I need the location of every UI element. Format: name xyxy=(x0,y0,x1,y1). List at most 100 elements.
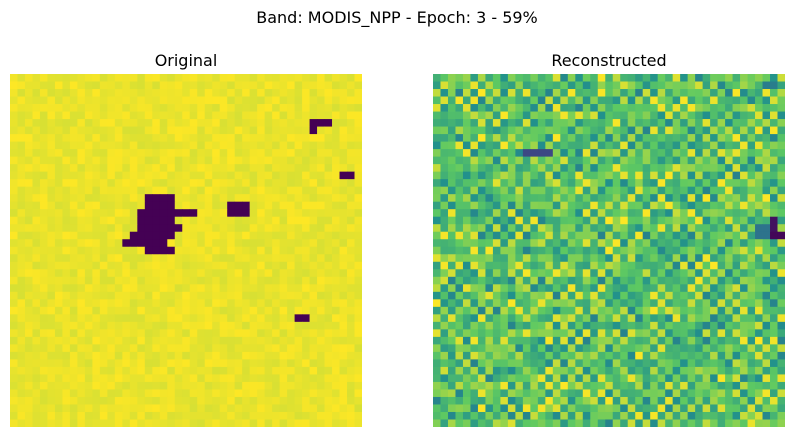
heatmap-cell xyxy=(197,269,206,278)
heatmap-cell xyxy=(17,336,26,345)
heatmap-cell xyxy=(560,396,569,405)
heatmap-cell xyxy=(227,149,236,158)
heatmap-cell xyxy=(500,396,509,405)
heatmap-cell xyxy=(680,149,689,158)
heatmap-cell xyxy=(279,366,288,375)
heatmap-cell xyxy=(455,381,464,390)
heatmap-cell xyxy=(777,149,785,158)
heatmap-cell xyxy=(294,171,303,180)
heatmap-cell xyxy=(507,396,516,405)
heatmap-cell xyxy=(264,276,273,285)
heatmap-cell xyxy=(732,81,741,90)
heatmap-cell xyxy=(627,284,636,293)
heatmap-cell xyxy=(227,104,236,112)
heatmap-cell xyxy=(597,201,606,210)
heatmap-cell xyxy=(264,231,273,240)
heatmap-cell xyxy=(455,119,464,127)
heatmap-cell xyxy=(204,396,213,405)
heatmap-cell xyxy=(39,111,48,120)
heatmap-cell xyxy=(747,306,756,315)
heatmap-cell xyxy=(672,359,681,368)
heatmap-cell xyxy=(32,164,41,173)
heatmap-cell xyxy=(294,419,303,427)
heatmap-cell xyxy=(702,344,711,353)
heatmap-cell xyxy=(485,224,494,233)
heatmap-cell xyxy=(279,104,288,112)
heatmap-cell xyxy=(234,164,243,173)
heatmap-cell xyxy=(84,171,93,180)
heatmap-cell xyxy=(552,81,561,90)
heatmap-cell xyxy=(324,224,333,233)
heatmap-cell xyxy=(575,149,584,158)
heatmap-cell xyxy=(39,201,48,210)
heatmap-cell xyxy=(612,149,621,158)
heatmap-cell xyxy=(447,321,456,330)
heatmap-cell xyxy=(545,381,554,390)
heatmap-cell xyxy=(227,321,236,330)
heatmap-cell xyxy=(740,111,748,120)
heatmap-cell xyxy=(272,74,281,82)
heatmap-cell xyxy=(189,306,198,315)
heatmap-cell xyxy=(324,134,333,142)
heatmap-cell xyxy=(507,89,516,97)
heatmap-cell xyxy=(507,119,516,127)
heatmap-cell xyxy=(219,359,228,368)
heatmap-cell xyxy=(545,254,554,263)
heatmap-cell xyxy=(567,186,576,195)
heatmap-cell xyxy=(32,239,41,248)
heatmap-cell xyxy=(680,141,689,150)
heatmap-cell xyxy=(627,179,636,188)
heatmap-cell xyxy=(492,111,501,120)
heatmap-cell xyxy=(582,134,591,142)
heatmap-cell xyxy=(114,141,123,150)
heatmap-cell xyxy=(770,389,778,398)
heatmap-cell xyxy=(174,254,183,263)
heatmap-cell xyxy=(264,284,273,293)
heatmap-cell xyxy=(455,321,464,330)
heatmap-cell xyxy=(575,381,584,390)
heatmap-cell xyxy=(560,179,569,188)
heatmap-cell xyxy=(597,246,606,255)
heatmap-cell xyxy=(204,381,213,390)
heatmap-cell xyxy=(287,344,295,353)
heatmap-cell xyxy=(294,104,303,112)
heatmap-cell xyxy=(219,186,228,195)
heatmap-cell xyxy=(470,291,479,300)
heatmap-cell xyxy=(339,179,348,188)
heatmap-cell xyxy=(144,231,153,240)
heatmap-cell xyxy=(159,119,168,127)
heatmap-cell xyxy=(24,134,33,142)
heatmap-cell xyxy=(485,96,494,105)
heatmap-cell xyxy=(317,186,325,195)
heatmap-cell xyxy=(485,329,494,338)
heatmap-cell xyxy=(695,291,704,300)
heatmap-cell xyxy=(507,149,516,158)
heatmap-cell xyxy=(612,89,621,97)
heatmap-cell xyxy=(477,254,486,263)
heatmap-cell xyxy=(530,351,539,360)
heatmap-cell xyxy=(92,164,101,173)
heatmap-cell xyxy=(62,156,71,165)
heatmap-cell xyxy=(777,194,785,203)
heatmap-cell xyxy=(354,111,362,120)
heatmap-cell xyxy=(32,96,41,105)
heatmap-cell xyxy=(32,336,41,345)
heatmap-cell xyxy=(227,156,236,165)
heatmap-cell xyxy=(287,404,295,413)
heatmap-cell xyxy=(657,336,666,345)
heatmap-cell xyxy=(24,336,33,345)
heatmap-cell xyxy=(455,96,464,105)
heatmap-cell xyxy=(39,216,48,225)
heatmap-cell xyxy=(762,111,771,120)
heatmap-cell xyxy=(725,186,733,195)
heatmap-cell xyxy=(507,254,516,263)
heatmap-cell xyxy=(507,366,516,375)
heatmap-cell xyxy=(515,389,524,398)
heatmap-cell xyxy=(47,186,56,195)
heatmap-cell xyxy=(227,254,236,263)
heatmap-cell xyxy=(242,254,251,263)
heatmap-cell xyxy=(522,291,531,300)
heatmap-cell xyxy=(702,374,711,383)
heatmap-cell xyxy=(620,396,629,405)
heatmap-cell xyxy=(650,336,659,345)
